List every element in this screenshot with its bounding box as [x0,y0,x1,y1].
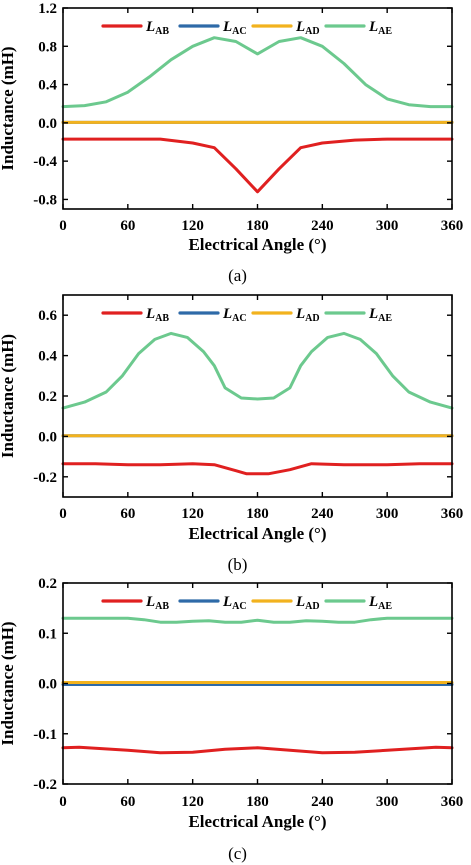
y-axis-title: Inductance (mH) [0,334,17,458]
plot-frame [62,294,453,498]
panel-caption: (b) [228,555,248,574]
y-tick-label: 0.4 [38,349,57,365]
y-axis-title: Inductance (mH) [0,621,17,745]
chart-panel-3: 0 60 120 180 240 300 360 0.2 0.1 0.0 -0.1 -0.2 Elect… [0,576,463,863]
x-tick-label: 300 [376,794,399,810]
series-line-l-ab [61,745,454,755]
legend-label-ad: LAD [295,594,320,612]
y-tick-label: 1.2 [38,1,57,17]
chart-panel-1: 0 60 120 180 240 300 360 1.2 0.8 0.4 0.0 -0.4 -0.8 El… [0,1,463,285]
y-tick-label: 0.6 [38,308,57,324]
legend-label-ac: LAC [222,594,247,612]
x-tick-label: 120 [181,506,204,522]
x-tick-label: 240 [311,794,334,810]
x-tick-label: 300 [376,218,399,234]
x-tick-label: 240 [311,506,334,522]
series-line-l-ae [61,331,454,410]
x-tick-label: 60 [120,794,135,810]
x-tick-label: 0 [59,218,67,234]
x-tick-label: 60 [120,506,135,522]
y-tick-label: 0.2 [38,389,57,405]
y-tick-label: -0.4 [33,154,57,170]
y-tick-label: 0.1 [38,626,57,642]
x-tick-label: 180 [246,506,269,522]
legend-label-ae: LAE [368,594,392,612]
series-line-l-ab [61,462,454,476]
y-tick-label: -0.2 [33,777,57,793]
y-tick-label: 0.0 [38,116,57,132]
x-tick-label: 180 [246,794,269,810]
series-line-l-ae [61,616,454,624]
x-tick-label: 0 [59,506,67,522]
x-tick-label: 360 [441,794,464,810]
legend-label-ad: LAD [295,306,320,324]
legend-label-ac: LAC [222,19,247,37]
y-tick-label: 0.0 [38,677,57,693]
legend-label-ae: LAE [368,306,392,324]
x-tick-label: 360 [441,218,464,234]
y-tick-label: 0.8 [38,39,57,55]
legend-label-ac: LAC [222,306,247,324]
x-tick-label: 300 [376,506,399,522]
y-tick-label: -0.8 [33,192,57,208]
y-tick-label: -0.2 [33,470,57,486]
x-axis-title: Electrical Angle (°) [188,524,326,543]
x-tick-label: 0 [59,794,67,810]
x-tick-label: 120 [181,794,204,810]
x-axis-title: Electrical Angle (°) [188,235,326,254]
series-line-l-ae [61,36,454,109]
y-tick-label: 0.4 [38,78,57,94]
x-tick-label: 180 [246,218,269,234]
panel-caption: (a) [228,266,247,285]
x-tick-label: 360 [441,506,464,522]
x-axis-title: Electrical Angle (°) [188,812,326,831]
y-tick-label: 0.0 [38,429,57,445]
legend-label-ab: LAB [145,306,169,324]
y-axis-title: Inductance (mH) [0,46,17,170]
y-tick-label: -0.1 [33,727,57,743]
x-tick-label: 120 [181,218,204,234]
legend-label-ae: LAE [368,19,392,37]
series-line-l-ab [61,137,454,194]
y-tick-label: 0.2 [38,576,57,592]
chart-panel-2: 0 60 120 180 240 300 360 0.6 0.4 0.2 0.0 -0.2 Electr… [0,294,464,574]
x-tick-label: 240 [311,218,334,234]
legend-label-ab: LAB [145,594,169,612]
x-tick-label: 60 [120,218,135,234]
legend-label-ad: LAD [295,19,320,37]
panel-caption: (c) [228,844,247,863]
legend-label-ab: LAB [145,19,169,37]
plot-frame [62,7,453,210]
